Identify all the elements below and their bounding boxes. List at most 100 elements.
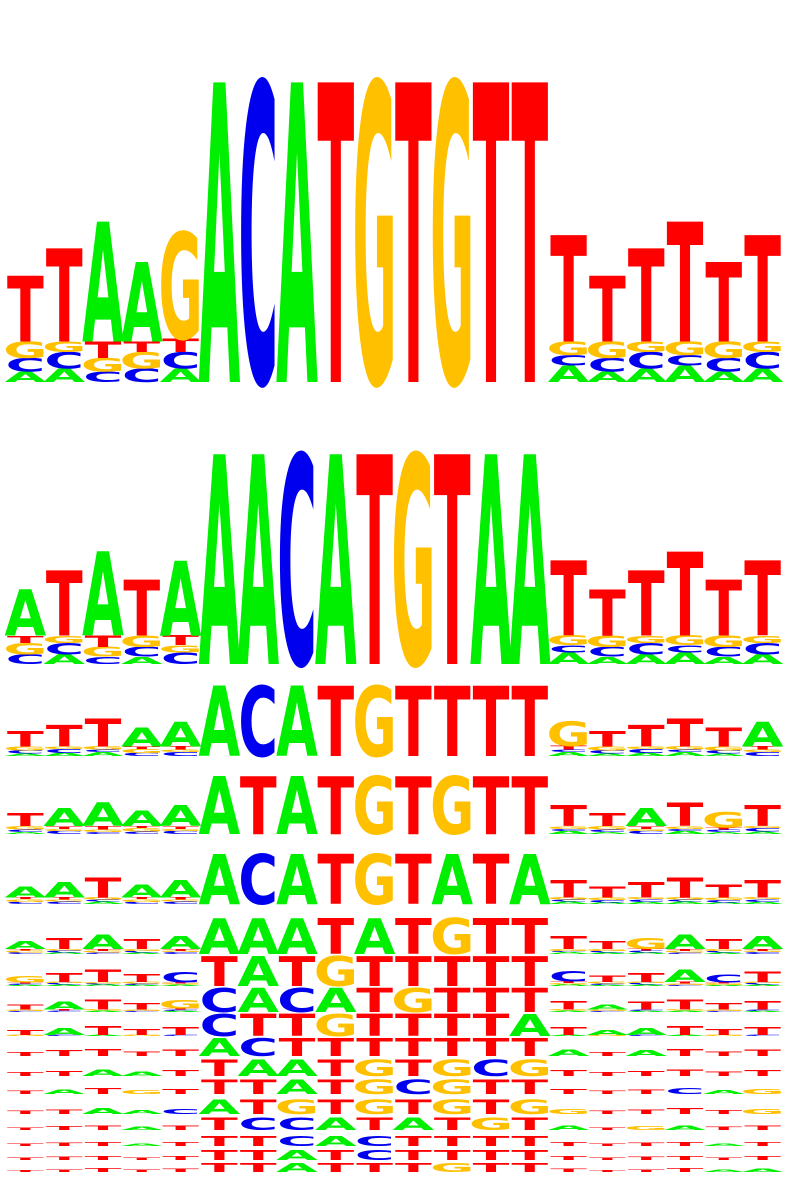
- logo-letter-A: A: [121, 241, 163, 368]
- logo-letter-A: A: [43, 752, 85, 757]
- logo-letter-T: T: [317, 2, 354, 480]
- logo-letter-C: C: [44, 983, 84, 986]
- logo-column: A: [82, 1068, 124, 1078]
- logo-letter-T: T: [46, 555, 83, 658]
- logo-letter-C: C: [549, 749, 589, 753]
- logo-letter-T: T: [511, 2, 548, 480]
- logo-letter-A: A: [587, 753, 629, 757]
- logo-letter-T: T: [511, 761, 548, 853]
- logo-column: T: [201, 1134, 238, 1150]
- logo-letter-C: C: [122, 901, 162, 905]
- logo-letter-T: T: [123, 1050, 160, 1058]
- logo-letter-T: T: [7, 897, 44, 900]
- logo-letter-C: C: [626, 950, 666, 953]
- logo-column: T: [589, 1051, 626, 1057]
- logo-letter-C: C: [665, 643, 705, 655]
- logo-letter-A: A: [315, 397, 357, 732]
- logo-letter-C: C: [355, 1148, 395, 1164]
- logo-letter-A: A: [121, 1109, 163, 1115]
- logo-letter-T: T: [589, 1051, 626, 1057]
- logo-column: GT: [3, 1029, 47, 1037]
- logo-letter-C: C: [6, 355, 46, 376]
- logo-letter-C: C: [122, 983, 162, 985]
- logo-column: A: [199, 1033, 241, 1062]
- logo-letter-C: C: [626, 348, 666, 374]
- logo-letter-T: T: [201, 949, 238, 996]
- logo-letter-T: T: [123, 937, 160, 952]
- logo-letter-G: G: [158, 983, 202, 985]
- logo-letter-T: T: [589, 1143, 626, 1146]
- logo-column: G: [508, 1056, 552, 1082]
- logo-column: T: [628, 1089, 665, 1096]
- logo-letter-C: C: [665, 985, 705, 987]
- logo-column: C: [200, 982, 240, 1020]
- logo-column: C: [355, 1148, 395, 1164]
- logo-letter-A: A: [625, 752, 667, 757]
- logo-letter-T: T: [705, 1157, 742, 1161]
- logo-column: CT: [161, 1025, 201, 1037]
- logo-letter-G: G: [120, 1034, 164, 1036]
- logo-letter-A: A: [587, 831, 629, 834]
- logo-letter-T: T: [628, 826, 665, 830]
- logo-letter-T: T: [162, 1069, 200, 1078]
- logo-letter-T: T: [473, 982, 510, 1020]
- logo-letter-C: C: [665, 952, 705, 954]
- logo-letter-A: A: [548, 1034, 590, 1036]
- logo-letter-A: A: [548, 830, 590, 835]
- logo-letter-T: T: [201, 1134, 238, 1150]
- logo-10: T T T T T AC T T T T T T T A T A T T T: [7, 1033, 782, 1062]
- logo-column: T: [395, 949, 432, 996]
- logo-letter-T: T: [395, 1096, 432, 1119]
- logo-letter-G: G: [120, 982, 164, 985]
- logo-letter-A: A: [548, 901, 590, 905]
- logo-letter-C: C: [161, 901, 201, 905]
- logo-column: T: [589, 1157, 626, 1160]
- logo-column: T: [85, 1155, 122, 1161]
- logo-letter-T: T: [317, 1056, 354, 1082]
- logo-column: A: [276, 841, 318, 921]
- logo-column: T: [123, 1157, 160, 1161]
- logo-letter-T: T: [7, 634, 45, 646]
- logo-column: T: [511, 1033, 548, 1062]
- logo-letter-T: T: [667, 797, 704, 834]
- logo-letter-A: A: [121, 807, 163, 832]
- logo-letter-A: A: [703, 952, 745, 954]
- logo-column: T: [7, 1157, 44, 1160]
- logo-column: T: [201, 1076, 238, 1099]
- logo-column: T: [473, 1148, 510, 1164]
- logo-column: T: [511, 1148, 548, 1164]
- logo-letter-A: A: [237, 1056, 279, 1082]
- logo-column: T: [162, 1168, 199, 1173]
- logo-letter-G: G: [469, 1115, 513, 1134]
- logo-letter-C: C: [44, 640, 84, 658]
- logo-column: T: [550, 1168, 587, 1173]
- logo-letter-G: G: [624, 339, 668, 356]
- logo-letter-T: T: [434, 1033, 471, 1062]
- logo-letter-T: T: [744, 969, 781, 986]
- logo-letter-C: C: [549, 950, 589, 952]
- logo-letter-A: A: [548, 952, 590, 955]
- logo-letter-C: C: [277, 982, 317, 1020]
- logo-letter-G: G: [42, 634, 86, 646]
- logo-letter-G: G: [3, 1034, 47, 1036]
- logo-column: T: [705, 1071, 742, 1078]
- logo-column: T: [46, 1109, 83, 1116]
- logo-column: T: [46, 1049, 84, 1058]
- logo-letter-A: A: [703, 1169, 745, 1173]
- logo-column: AGT: [546, 999, 590, 1012]
- logo-letter-T: T: [744, 875, 781, 904]
- logo-column: T: [434, 1033, 471, 1062]
- logo-letter-G: G: [158, 828, 202, 831]
- logo-column: C: [665, 1087, 705, 1096]
- logo-column: T: [473, 1033, 510, 1062]
- logo-letter-G: G: [740, 634, 784, 646]
